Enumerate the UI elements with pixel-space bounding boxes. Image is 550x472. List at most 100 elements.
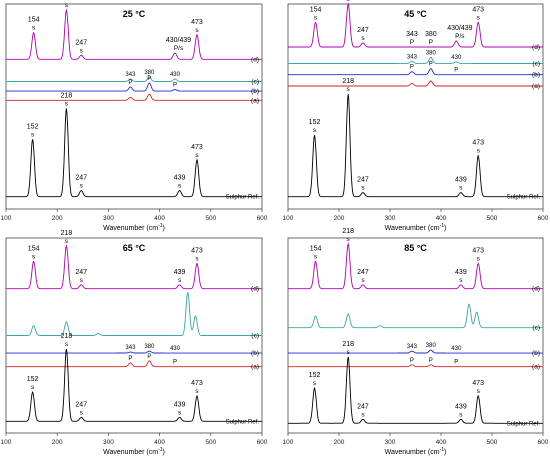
peak-assignment: s — [32, 25, 36, 32]
x-tick-label: 600 — [257, 215, 268, 222]
peak-assignment: s — [459, 411, 463, 418]
peak-assignment: s — [80, 277, 84, 284]
peak-wavenumber: 218 — [342, 78, 354, 85]
peak-wavenumber: 439 — [174, 269, 186, 276]
peak-wavenumber: 430 — [451, 55, 462, 61]
peak-assignment: P/s — [455, 33, 465, 40]
series-label-a: (a) — [251, 97, 259, 104]
peak-assignment: s — [361, 35, 365, 42]
peak-assignment: P — [410, 39, 414, 46]
x-tick-label: 500 — [487, 439, 498, 446]
peak-assignment: P — [410, 65, 414, 71]
peak-wavenumber: 380 — [426, 50, 437, 56]
peak-assignment: s — [347, 349, 351, 356]
x-tick-label: 500 — [205, 215, 216, 222]
peak-wavenumber: 473 — [472, 247, 484, 254]
peak-wavenumber: 430/439 — [166, 37, 191, 44]
peak-assignment: s — [459, 277, 463, 284]
peak-assignment: s — [178, 183, 182, 190]
series-line-c — [288, 56, 543, 64]
peak-wavenumber: 247 — [357, 177, 369, 184]
series-label-ref: Sulphur Ref. — [507, 421, 541, 427]
peak-wavenumber: 430/439 — [447, 25, 472, 32]
x-tick-label: 500 — [487, 215, 498, 222]
peak-wavenumber: 218 — [61, 333, 73, 340]
x-tick-label: 200 — [52, 439, 63, 446]
plot-frame — [287, 237, 544, 434]
peak-wavenumber: 343 — [125, 345, 136, 351]
peak-wavenumber: 152 — [309, 372, 321, 379]
peak-assignment: s — [361, 411, 365, 418]
peak-wavenumber: 380 — [144, 344, 155, 350]
peak-wavenumber: 380 — [425, 31, 437, 38]
series-label-a: (a) — [532, 364, 540, 371]
x-tick-label: 400 — [436, 439, 447, 446]
x-tick-label: 500 — [205, 439, 216, 446]
peak-wavenumber: 247 — [75, 175, 87, 182]
peak-wavenumber: 430 — [170, 72, 181, 78]
series-label-ref: Sulphur Ref. — [226, 195, 260, 201]
series-line-c — [6, 291, 262, 336]
peak-assignment: s — [31, 384, 35, 391]
peak-assignment: P — [429, 39, 433, 46]
series-line-d — [6, 8, 262, 60]
series-line-c — [288, 303, 543, 329]
peak-wavenumber: 247 — [357, 27, 369, 34]
series-line-a — [288, 364, 543, 368]
peak-wavenumber: 430 — [170, 346, 181, 352]
peak-wavenumber: 154 — [310, 245, 322, 252]
x-tick-label: 200 — [334, 215, 345, 222]
series-line-b — [6, 82, 262, 92]
chart-panel-1: 25 °C 100 200 300 400 500 600 Wavenumber (cm-1)… — [1, 0, 268, 232]
peak-assignment: s — [347, 86, 351, 93]
x-tick-label: 100 — [1, 215, 12, 222]
series-line-ref — [288, 356, 543, 424]
x-tick-label: 400 — [154, 439, 165, 446]
peak-wavenumber: 439 — [455, 177, 467, 184]
peak-assignment: P — [173, 360, 177, 366]
x-axis-label: Wavenumber (cm-1) — [385, 447, 447, 456]
peak-assignment: s — [65, 101, 69, 108]
peak-assignment: s — [195, 27, 199, 34]
series-label-b: (b) — [532, 72, 540, 79]
series-line-a — [288, 80, 543, 87]
peak-assignment: s — [178, 277, 182, 284]
chart-title: 25 °C — [123, 9, 146, 19]
peak-assignment: s — [314, 253, 318, 260]
series-line-d — [6, 244, 262, 290]
peak-wavenumber: 380 — [144, 70, 155, 76]
series-label-ref: Sulphur Ref. — [507, 195, 541, 201]
peak-wavenumber: 473 — [191, 380, 203, 387]
series-label-b: (b) — [251, 88, 259, 95]
peak-assignment: P — [128, 80, 132, 86]
chart-panel-4: 85 °C 100 200 300 400 500 600 Wavenumber (cm-1)… — [283, 228, 549, 456]
series-label-d: (d) — [532, 286, 540, 293]
x-axis-label: Wavenumber (cm-1) — [103, 447, 165, 456]
chart-panel-3: 65 °C 100 200 300 400 500 600 Wavenumber (cm-1)… — [1, 230, 268, 456]
peak-wavenumber: 473 — [191, 247, 203, 254]
peak-wavenumber: 473 — [472, 140, 484, 147]
x-tick-label: 100 — [283, 439, 294, 446]
series-label-d: (d) — [532, 44, 540, 51]
series-line-ref — [288, 94, 543, 198]
series-label-b: (b) — [532, 350, 540, 357]
peak-assignment: P — [454, 360, 458, 366]
peak-wavenumber: 152 — [27, 376, 39, 383]
peak-wavenumber: 439 — [455, 269, 467, 276]
peak-wavenumber: 152 — [309, 119, 321, 126]
peak-assignment: s — [80, 183, 84, 190]
series-label-ref: Sulphur Ref. — [226, 419, 260, 425]
series-line-a — [6, 360, 262, 368]
peak-assignment: s — [65, 341, 69, 348]
peak-assignment: s — [361, 277, 365, 284]
peak-wavenumber: 247 — [75, 269, 87, 276]
peak-wavenumber: 247 — [357, 269, 369, 276]
peak-wavenumber: 380 — [426, 343, 437, 349]
x-axis-label: Wavenumber (cm-1) — [385, 223, 447, 232]
peak-wavenumber: 154 — [310, 6, 322, 13]
x-tick-label: 200 — [52, 215, 63, 222]
chart-panel-2: 45 °C 100 200 300 400 500 600 Wavenumber (cm-1)… — [283, 0, 549, 232]
peak-wavenumber: 473 — [191, 144, 203, 151]
